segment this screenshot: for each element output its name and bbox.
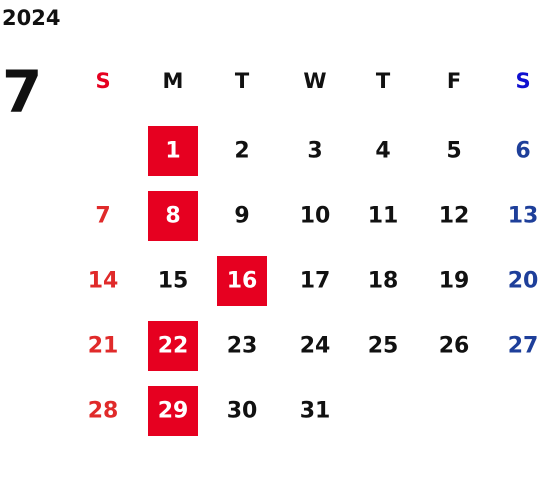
day-number: 31 (300, 399, 331, 424)
day-number: 27 (508, 334, 539, 359)
highlight-box (217, 256, 267, 306)
day-number: 21 (88, 334, 119, 359)
weekday-header: T (235, 69, 250, 93)
day-number: 9 (234, 204, 249, 229)
day-number: 3 (307, 139, 322, 164)
day-number: 24 (300, 334, 331, 359)
day-number: 23 (227, 334, 258, 359)
day-number: 11 (368, 204, 399, 229)
day-number: 29 (158, 399, 189, 424)
weekday-header: M (163, 69, 184, 93)
weekday-header: W (303, 69, 326, 93)
weekday-header: T (376, 69, 391, 93)
day-number: 22 (158, 334, 189, 359)
day-number: 20 (508, 269, 539, 294)
day-number: 13 (508, 204, 539, 229)
day-number: 15 (158, 269, 189, 294)
month: 7 (2, 58, 42, 126)
day-number: 7 (95, 204, 110, 229)
day-number: 4 (375, 139, 390, 164)
highlight-box (148, 321, 198, 371)
day-number: 28 (88, 399, 119, 424)
day-number: 1 (165, 139, 180, 164)
day-number: 10 (300, 204, 331, 229)
day-number: 18 (368, 269, 399, 294)
day-number: 12 (439, 204, 470, 229)
highlight-box (148, 386, 198, 436)
day-number: 16 (227, 269, 258, 294)
day-number: 25 (368, 334, 399, 359)
day-number: 17 (300, 269, 331, 294)
year: 2024 (2, 6, 60, 30)
highlight-box (148, 126, 198, 176)
highlight-box (148, 191, 198, 241)
day-number: 5 (446, 139, 461, 164)
day-number: 26 (439, 334, 470, 359)
weekday-header: F (447, 69, 461, 93)
day-number: 2 (234, 139, 249, 164)
weekday-header: S (95, 69, 110, 93)
day-number: 30 (227, 399, 258, 424)
weekday-header: S (515, 69, 530, 93)
day-number: 14 (88, 269, 119, 294)
day-number: 8 (165, 204, 180, 229)
day-number: 6 (515, 139, 530, 164)
day-number: 19 (439, 269, 470, 294)
